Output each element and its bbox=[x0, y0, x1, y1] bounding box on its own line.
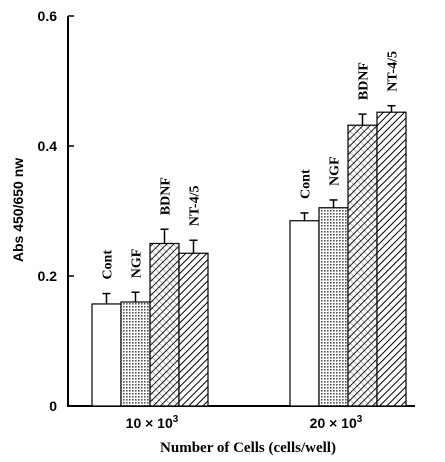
bar-bdnf-group-1 bbox=[149, 242, 180, 407]
bar-label: Cont bbox=[101, 250, 116, 280]
y-tick-label: 0.6 bbox=[38, 8, 58, 24]
y-tick-label: 0 bbox=[49, 398, 57, 414]
bar-label: NT-4/5 bbox=[386, 51, 401, 92]
bar-nt-4-5-group-1 bbox=[178, 252, 209, 407]
bar-nt-4-5-group-2 bbox=[376, 111, 407, 407]
bar-label: BDNF bbox=[357, 62, 372, 100]
bar-ngf-group-2 bbox=[318, 207, 349, 407]
bar-cont-group-1 bbox=[91, 303, 122, 407]
bar-label: BDNF bbox=[159, 177, 174, 215]
group-label-2: 20 × 103 bbox=[310, 414, 363, 431]
y-tick-label: 0.4 bbox=[38, 138, 58, 154]
bar-label: NT-4/5 bbox=[188, 186, 203, 227]
bar-bdnf-group-2 bbox=[347, 124, 378, 407]
bar-label: Cont bbox=[299, 169, 314, 199]
bar-label: NGF bbox=[130, 249, 145, 279]
x-axis-label: Number of Cells (cells/well) bbox=[160, 440, 336, 456]
bar-cont-group-2 bbox=[289, 220, 320, 407]
bar-ngf-group-1 bbox=[120, 301, 151, 407]
group-label-1: 10 × 103 bbox=[126, 414, 179, 431]
bar-label: NGF bbox=[328, 156, 343, 186]
y-tick-label: 0.2 bbox=[38, 268, 58, 284]
y-axis-label: Abs 450/650 nw bbox=[10, 158, 26, 262]
